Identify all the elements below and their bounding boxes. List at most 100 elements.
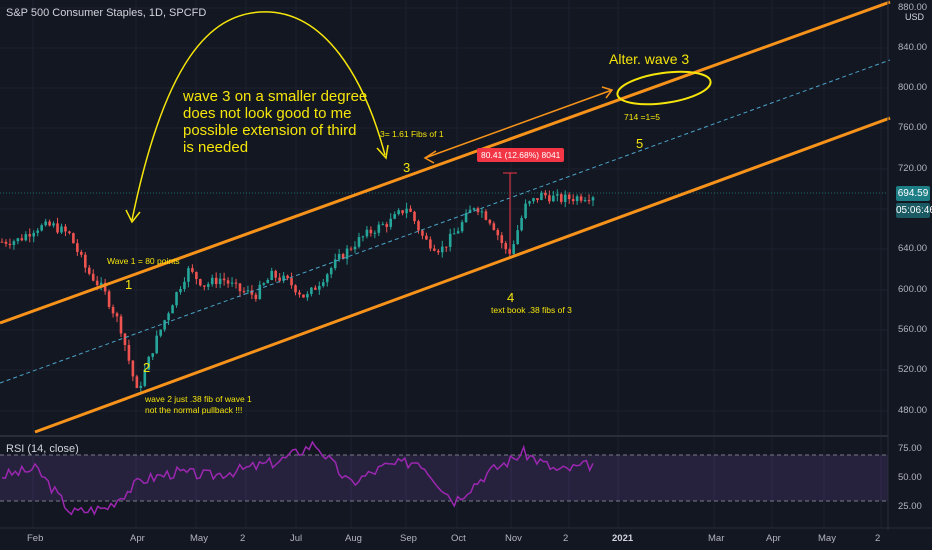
candle-body [32, 232, 36, 237]
bar-countdown-tag: 05:06:46 [896, 203, 932, 218]
candle-body [460, 222, 464, 232]
candle-body [583, 200, 587, 202]
candle-body [199, 279, 202, 286]
candle-body [552, 195, 555, 202]
candle-body [417, 221, 420, 231]
candle-body [68, 231, 71, 234]
candle-body [286, 275, 289, 279]
candle-body [294, 285, 297, 293]
candle-body [496, 229, 500, 236]
candle-body [361, 236, 365, 238]
candle-body [52, 223, 55, 226]
candle-body [48, 221, 51, 226]
candle-body [349, 248, 353, 250]
candle-body [333, 259, 337, 269]
candle-body [377, 224, 381, 233]
wave2-comment: wave 2 just .38 fib of wave 1 not the no… [145, 394, 252, 416]
wave3-comment-line: wave 3 on a smaller degree [183, 88, 368, 105]
candle-body [484, 211, 488, 220]
candle-body [210, 277, 214, 285]
alt-calc-label: 714 =1=5 [624, 112, 660, 122]
candle-body [131, 360, 135, 377]
candle-body [500, 235, 504, 244]
candle-body [357, 237, 361, 247]
candle-body [476, 208, 480, 213]
candle-body [187, 268, 190, 282]
candle-body [76, 243, 79, 252]
candle-body [183, 281, 186, 290]
candle-body [548, 195, 551, 202]
alter-wave3-label: Alter. wave 3 [609, 51, 690, 67]
candle-body [536, 198, 539, 201]
price-tick-label: 760.00 [898, 122, 928, 133]
channel-lower [34, 116, 891, 434]
candle-body [298, 292, 301, 295]
symbol-title[interactable]: S&P 500 Consumer Staples, 1D, SPCFD [6, 7, 207, 19]
candle-body [381, 224, 385, 226]
candle-body [544, 192, 547, 196]
candle-body [405, 208, 408, 214]
rsi-tick-label: 25.00 [898, 501, 922, 512]
wave3-label: 3 [403, 160, 411, 175]
price-tick-label: 640.00 [898, 243, 928, 254]
candle-body [274, 270, 277, 278]
candle-body [202, 285, 206, 287]
candle-body [310, 287, 313, 294]
candle-body [111, 306, 115, 314]
candle-body [95, 280, 99, 286]
candle-body [222, 278, 226, 281]
candle-body [24, 234, 28, 241]
candle-body [325, 274, 329, 283]
candle-body [246, 290, 250, 292]
candle-body [302, 294, 305, 298]
candle-body [444, 246, 448, 248]
rsi-title[interactable]: RSI (14, close) [6, 443, 79, 455]
candle-body [20, 238, 24, 241]
wave4-label: 4 [507, 290, 515, 305]
candle-body [345, 248, 349, 259]
time-tick-label: Oct [451, 533, 466, 544]
alter-arrow-head [601, 86, 614, 99]
candle-body [567, 194, 571, 200]
candle-body [528, 201, 531, 204]
candle-body [238, 283, 242, 292]
yellow-arc-arrow [131, 11, 386, 221]
time-tick-label: Apr [130, 533, 145, 544]
rsi-tick-label: 75.00 [898, 443, 922, 454]
candle-body [353, 246, 357, 250]
candle-body [504, 243, 508, 250]
candle-body [250, 290, 254, 295]
candle-body [409, 208, 412, 212]
candle-body [440, 246, 444, 253]
candle-body [143, 369, 147, 386]
candle-body [278, 277, 281, 281]
candle-body [397, 210, 400, 215]
candle-body [80, 251, 83, 255]
price-tick-label: 800.00 [898, 82, 928, 93]
wave2-comment-line: wave 2 just .38 fib of wave 1 [145, 394, 252, 404]
candle-body [321, 282, 325, 286]
time-tick-label: 2 [875, 533, 881, 544]
candle-body [512, 244, 515, 254]
candle-body [472, 208, 476, 210]
candle-body [306, 293, 309, 298]
candle-body [56, 223, 59, 233]
candle-body [262, 283, 266, 285]
current-price-tag: 694.59 [896, 186, 930, 201]
candle-body [385, 224, 389, 227]
candle-body [468, 209, 472, 213]
candle-body [16, 238, 20, 242]
time-tick-label: Feb [27, 533, 44, 544]
candle-body [587, 200, 591, 202]
candle-body [44, 221, 47, 226]
time-tick-label: 2021 [612, 533, 634, 544]
candle-body [103, 282, 107, 292]
candle-body [575, 196, 579, 202]
candle-body [151, 353, 155, 357]
candles [0, 189, 595, 393]
candle-body [563, 194, 567, 202]
price-tick-label: 600.00 [898, 284, 928, 295]
channel-upper [0, 0, 891, 325]
time-tick-label: Nov [505, 533, 522, 544]
